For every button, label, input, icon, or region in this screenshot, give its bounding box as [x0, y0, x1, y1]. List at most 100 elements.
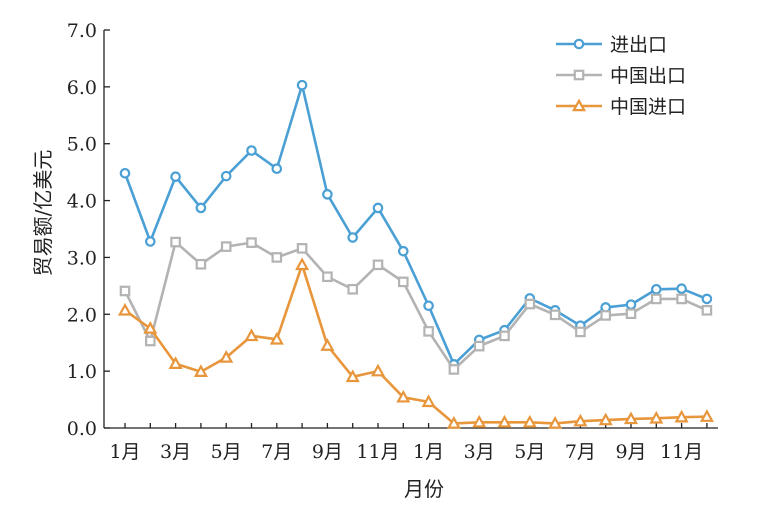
data-point	[598, 412, 613, 426]
data-point	[117, 302, 133, 316]
x-tick-label: 11月	[660, 441, 703, 463]
legend-item-2: 中国出口	[556, 65, 686, 87]
data-point	[448, 364, 460, 375]
data-point	[650, 293, 662, 305]
x-tick-label: 11月	[356, 441, 399, 463]
data-point	[143, 321, 158, 334]
data-point	[145, 335, 156, 347]
x-axis-title: 月份	[404, 477, 444, 501]
data-point	[625, 308, 637, 320]
data-point	[320, 338, 335, 351]
series-3	[117, 257, 714, 429]
legend-marker	[571, 98, 587, 112]
data-point	[625, 299, 637, 310]
data-point	[573, 413, 588, 427]
data-point	[170, 171, 181, 182]
data-point	[701, 305, 713, 316]
data-point	[623, 411, 639, 425]
y-tick-label: 7.0	[67, 20, 97, 42]
y-tick-label: 3.0	[67, 247, 97, 269]
x-tick-label: 7月	[565, 441, 596, 463]
data-point	[296, 79, 308, 91]
data-point	[119, 167, 131, 179]
y-tick-label: 5.0	[67, 134, 97, 156]
y-axis-title: 贸易额/亿美元	[31, 150, 55, 277]
legend-item-1: 进出口	[556, 34, 667, 56]
data-point	[145, 236, 156, 247]
legend-marker	[573, 38, 585, 50]
series-layer	[117, 79, 714, 429]
data-point	[522, 414, 537, 428]
data-point	[649, 410, 664, 424]
data-point	[549, 309, 561, 321]
data-point	[195, 202, 207, 214]
data-point	[170, 236, 181, 248]
data-point	[219, 350, 234, 363]
data-point	[575, 326, 586, 338]
data-point	[195, 258, 207, 270]
data-point	[244, 328, 259, 342]
data-point	[396, 389, 411, 403]
x-tick-label: 5月	[514, 441, 545, 463]
data-point	[524, 298, 536, 310]
data-point	[347, 232, 358, 243]
data-point	[600, 310, 611, 321]
legend-marker	[573, 69, 585, 81]
data-point	[322, 271, 333, 283]
y-tick-label: 4.0	[67, 191, 97, 213]
data-point	[676, 293, 687, 305]
data-point	[271, 252, 283, 263]
x-tick-label: 9月	[615, 441, 646, 463]
x-tick-label: 7月	[261, 441, 292, 463]
data-point	[220, 241, 232, 252]
series-1	[119, 79, 713, 370]
data-point	[699, 409, 714, 422]
x-tick-label: 3月	[464, 441, 495, 463]
data-point	[372, 259, 384, 271]
data-point	[446, 415, 461, 429]
data-point	[674, 409, 689, 423]
data-point	[650, 283, 662, 295]
data-point	[168, 356, 183, 370]
data-point	[423, 300, 434, 312]
data-point	[548, 415, 563, 429]
data-point	[269, 331, 284, 345]
data-point	[345, 369, 360, 383]
data-point	[472, 414, 487, 428]
data-point	[220, 170, 232, 182]
legend-item-3: 中国进口	[556, 96, 686, 118]
x-tick-label: 1月	[109, 441, 140, 463]
data-point	[246, 237, 257, 248]
x-tick-label: 9月	[312, 441, 343, 463]
data-point	[295, 257, 310, 271]
axes: 0.0 1.0 2.0 3.0 4.0 5.0 6.0 7.0 1月 3月 5月 7月 9月 11月 1月 3…	[67, 20, 718, 463]
data-point	[322, 189, 333, 200]
y-tick-label: 6.0	[67, 77, 97, 99]
x-tick-label: 3月	[160, 441, 191, 463]
series-2	[119, 236, 713, 375]
x-tick-label: 5月	[211, 441, 242, 463]
legend-label: 中国进口	[610, 96, 686, 118]
data-point	[499, 330, 510, 342]
data-point	[473, 340, 485, 352]
data-point	[246, 145, 257, 156]
data-point	[423, 326, 434, 337]
data-point	[271, 163, 283, 175]
data-point	[193, 364, 208, 377]
data-point	[398, 276, 409, 288]
y-tick-label: 0.0	[67, 418, 97, 440]
data-point	[296, 243, 308, 254]
data-point	[676, 283, 687, 294]
x-tick-label: 1月	[413, 441, 444, 463]
legend-label: 进出口	[610, 34, 667, 56]
data-point	[397, 245, 409, 257]
data-point	[421, 394, 436, 408]
data-point	[372, 202, 384, 214]
series-line	[123, 83, 708, 366]
series-line	[124, 263, 707, 425]
data-point	[497, 414, 512, 428]
data-point	[347, 283, 358, 295]
legend-label: 中国出口	[610, 65, 686, 87]
